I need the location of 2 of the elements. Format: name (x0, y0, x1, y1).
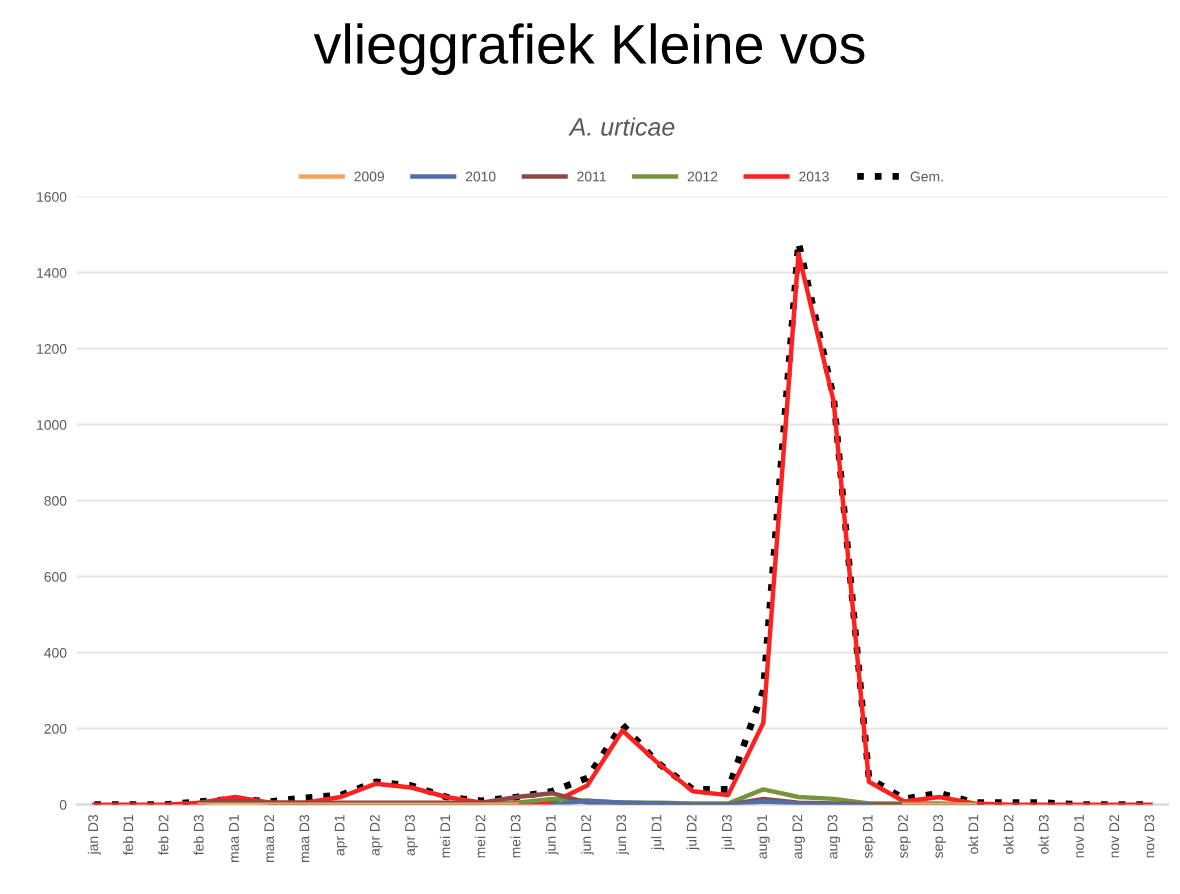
chart-title: vlieggrafiek Kleine vos (313, 23, 865, 76)
chart-subtitle: A. urticae (568, 117, 675, 136)
